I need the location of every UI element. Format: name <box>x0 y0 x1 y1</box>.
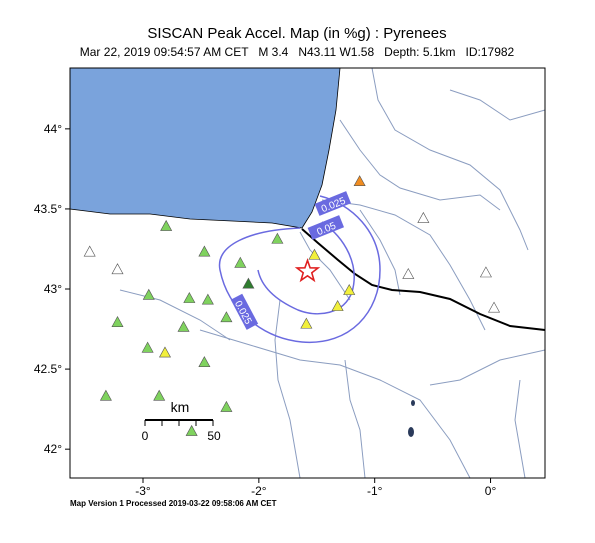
footer: Map Version 1 Processed 2019-03-22 09:58… <box>70 499 277 508</box>
station <box>220 311 233 323</box>
station <box>271 232 284 244</box>
epicenter <box>294 257 321 283</box>
station <box>142 288 155 300</box>
station <box>308 248 321 260</box>
station <box>402 267 415 279</box>
event-info: Mar 22, 2019 09:54:57 AM CET M 3.4 N43.1… <box>80 45 515 59</box>
map-title: SISCAN Peak Accel. Map (in %g) : Pyrenee… <box>147 25 446 42</box>
x-tick-label: -1° <box>367 484 383 498</box>
station <box>111 263 124 275</box>
map-frame <box>69 67 546 479</box>
station <box>343 283 356 295</box>
y-tick-label: 44° <box>44 122 62 136</box>
station <box>158 346 172 358</box>
station <box>198 356 211 367</box>
y-tick-label: 43° <box>44 282 62 296</box>
y-tick-label: 42° <box>44 442 62 456</box>
station <box>234 256 247 268</box>
station <box>220 400 233 412</box>
station <box>353 175 366 187</box>
lake <box>408 427 414 437</box>
station <box>331 300 344 311</box>
x-tick-label: -3° <box>135 484 151 498</box>
x-tick-label: -2° <box>251 484 267 498</box>
station <box>201 293 214 305</box>
station <box>99 389 112 401</box>
scale-unit: km <box>171 399 190 415</box>
scale-label: 50 <box>207 429 221 443</box>
border <box>301 228 546 331</box>
station <box>83 245 96 257</box>
station <box>160 219 173 231</box>
map-body <box>69 67 546 479</box>
station <box>183 292 196 303</box>
station <box>111 316 124 327</box>
scale-label: 0 <box>142 429 149 443</box>
rivers <box>119 67 546 479</box>
station <box>417 211 430 223</box>
station <box>185 424 198 436</box>
y-tick-label: 42.5° <box>34 362 62 376</box>
contour-label-box <box>230 293 259 330</box>
station <box>479 266 492 278</box>
sea <box>69 67 341 229</box>
contour-label-box <box>314 191 352 216</box>
x-tick-label: 0° <box>485 484 497 498</box>
contour-line <box>218 195 381 343</box>
station <box>242 277 255 289</box>
station <box>141 341 154 353</box>
station <box>153 389 166 401</box>
station <box>300 317 313 329</box>
y-tick-label: 43.5° <box>34 202 62 216</box>
station <box>488 301 501 313</box>
station <box>177 320 190 332</box>
station <box>198 245 211 257</box>
contour-label-box <box>307 215 345 240</box>
lake <box>411 400 415 406</box>
